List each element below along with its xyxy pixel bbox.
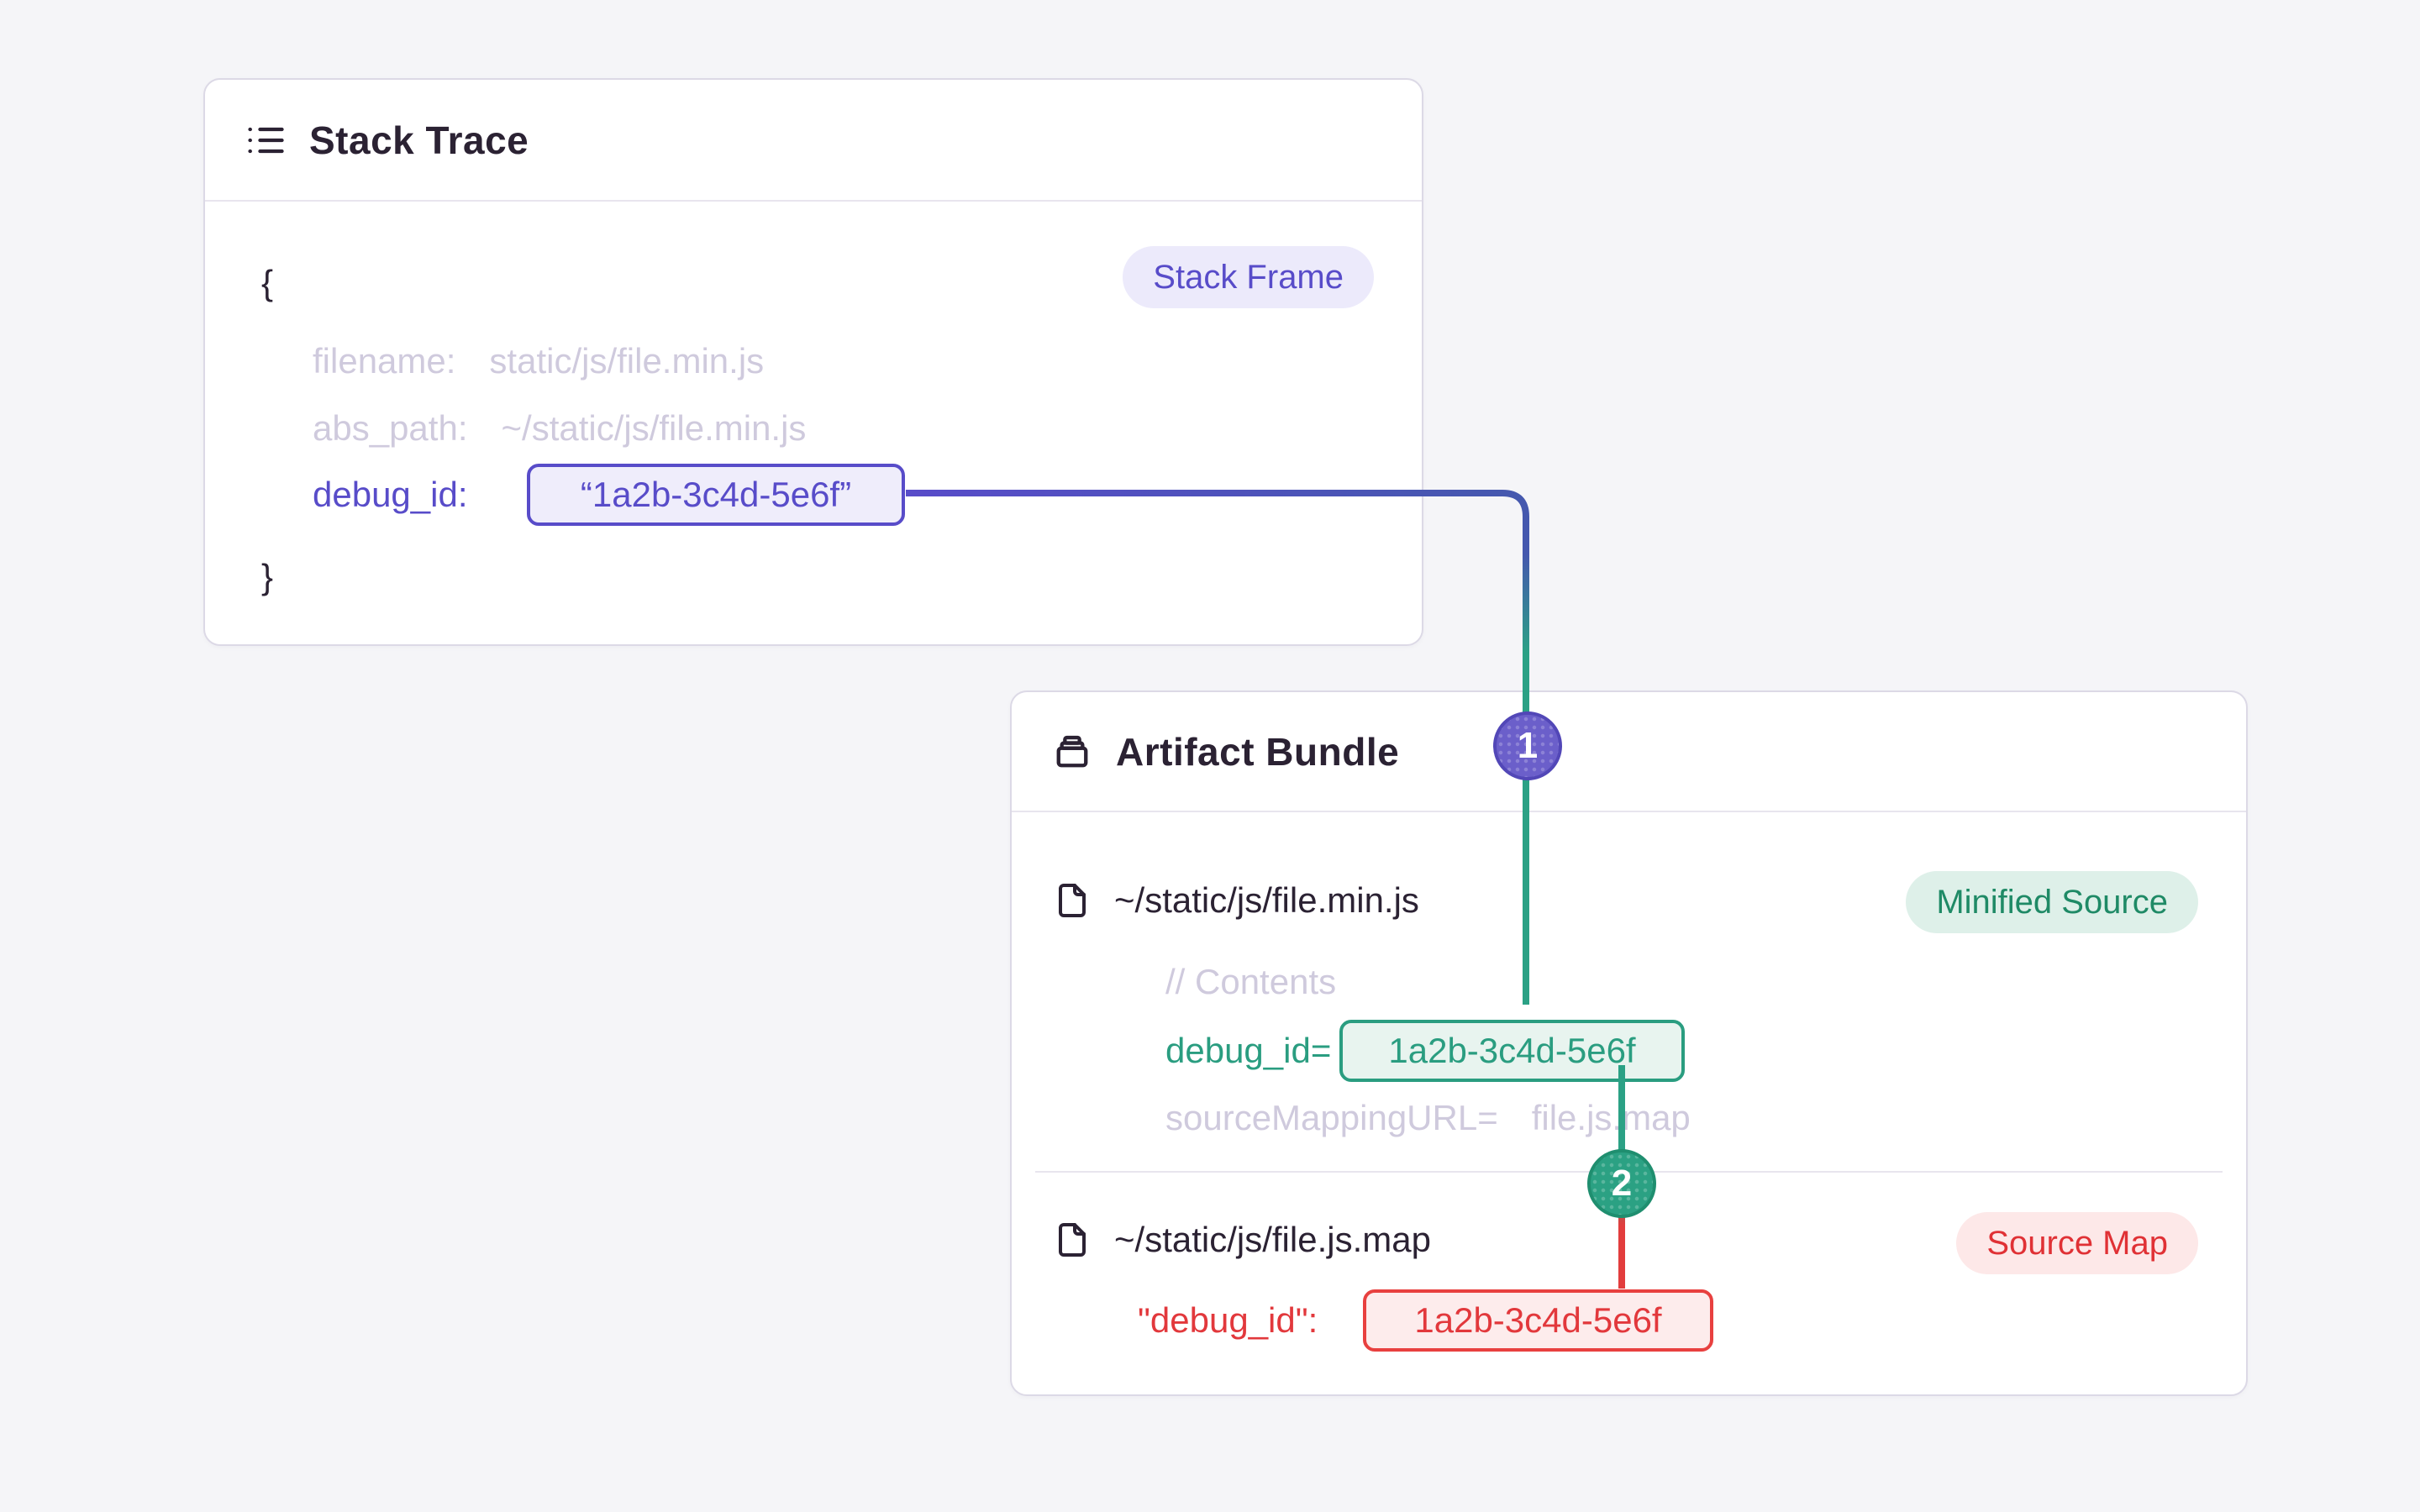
- file-icon: [1059, 884, 1086, 917]
- contents-comment: // Contents: [1165, 962, 1337, 1001]
- stack-trace-card-header: Stack Trace: [205, 80, 1422, 202]
- source-map-file-row: ~/static/js/file.js.map: [1052, 1220, 1431, 1260]
- source-mapping-label: sourceMappingURL=: [1165, 1098, 1498, 1137]
- stack-trace-title: Stack Trace: [309, 118, 529, 162]
- filename-label: filename:: [313, 341, 456, 381]
- minified-source-badge: Minified Source: [1906, 871, 2198, 933]
- filename-line: filename: static/js/file.min.js: [313, 344, 764, 379]
- minified-file-row: ~/static/js/file.min.js: [1052, 880, 1419, 921]
- open-brace: {: [261, 263, 274, 302]
- source-mapping-value: file.js.map: [1531, 1098, 1691, 1137]
- bundle-debug-id-value-box: 1a2b-3c4d-5e6f: [1339, 1020, 1685, 1082]
- source-map-badge: Source Map: [1956, 1212, 2198, 1274]
- source-mapping-line: sourceMappingURL= file.js.map: [1165, 1100, 1691, 1136]
- bundle-debug-id-label: debug_id=: [1165, 1031, 1332, 1070]
- artifact-bundle-title: Artifact Bundle: [1116, 729, 1400, 774]
- stack-trace-card: Stack Trace Stack Frame { filename: stati…: [203, 78, 1423, 646]
- close-brace: }: [261, 557, 274, 596]
- map-debug-id-label: "debug_id":: [1138, 1300, 1318, 1340]
- list-icon: [248, 127, 284, 153]
- debug-id-value-box: “1a2b-3c4d-5e6f”: [527, 464, 905, 526]
- archive-icon: [1056, 735, 1088, 767]
- abs-path-value: ~/static/js/file.min.js: [501, 408, 807, 448]
- minified-file-path: ~/static/js/file.min.js: [1114, 880, 1419, 920]
- artifact-bundle-card: Artifact Bundle ~/static/js/file.min.js …: [1010, 690, 2248, 1396]
- abs-path-label: abs_path:: [313, 408, 468, 448]
- filename-value: static/js/file.min.js: [489, 341, 765, 381]
- map-debug-id-value-box: 1a2b-3c4d-5e6f: [1363, 1289, 1713, 1352]
- stack-frame-badge: Stack Frame: [1123, 246, 1374, 308]
- file-icon: [1059, 1223, 1086, 1257]
- step-2-marker: 2: [1587, 1149, 1656, 1218]
- artifact-bundle-card-header: Artifact Bundle: [1012, 692, 2246, 812]
- source-map-file-path: ~/static/js/file.js.map: [1114, 1220, 1431, 1259]
- step-1-marker: 1: [1493, 711, 1562, 780]
- debug-id-label: debug_id:: [313, 475, 468, 514]
- abs-path-line: abs_path: ~/static/js/file.min.js: [313, 411, 806, 446]
